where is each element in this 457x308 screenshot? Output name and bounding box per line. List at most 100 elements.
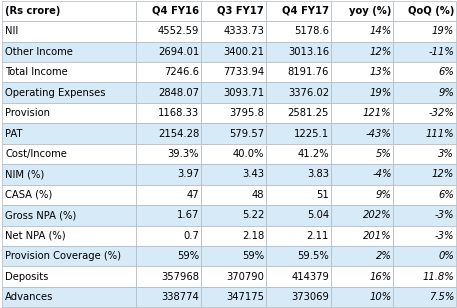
Text: (Rs crore): (Rs crore): [5, 6, 60, 16]
Bar: [266, 246, 331, 266]
Bar: [393, 246, 456, 266]
Bar: [266, 266, 331, 287]
Text: 3400.21: 3400.21: [223, 47, 264, 57]
Text: 2848.07: 2848.07: [158, 88, 199, 98]
Text: 13%: 13%: [369, 67, 392, 77]
Text: 47: 47: [186, 190, 199, 200]
Bar: [136, 103, 201, 123]
Bar: [136, 42, 201, 62]
Text: Total Income: Total Income: [5, 67, 68, 77]
Text: Net NPA (%): Net NPA (%): [5, 231, 66, 241]
Text: Operating Expenses: Operating Expenses: [5, 88, 106, 98]
Text: Gross NPA (%): Gross NPA (%): [5, 210, 76, 220]
Text: 3795.8: 3795.8: [229, 108, 264, 118]
Bar: [331, 164, 393, 185]
Text: 2154.28: 2154.28: [158, 128, 199, 139]
Bar: [331, 1, 393, 21]
Text: 370790: 370790: [226, 272, 264, 282]
Text: PAT: PAT: [5, 128, 22, 139]
Text: 338774: 338774: [161, 292, 199, 302]
Bar: [201, 103, 266, 123]
Text: Provision: Provision: [5, 108, 50, 118]
Text: 121%: 121%: [363, 108, 392, 118]
Bar: [201, 83, 266, 103]
Bar: [2, 123, 136, 144]
Text: 4333.73: 4333.73: [223, 26, 264, 36]
Bar: [136, 1, 201, 21]
Bar: [266, 62, 331, 83]
Bar: [201, 287, 266, 307]
Bar: [201, 42, 266, 62]
Bar: [2, 83, 136, 103]
Bar: [331, 205, 393, 225]
Bar: [2, 144, 136, 164]
Bar: [331, 103, 393, 123]
Text: Q4 FY16: Q4 FY16: [152, 6, 199, 16]
Bar: [2, 42, 136, 62]
Bar: [136, 246, 201, 266]
Bar: [2, 205, 136, 225]
Text: 9%: 9%: [376, 190, 392, 200]
Bar: [136, 205, 201, 225]
Text: QoQ (%): QoQ (%): [408, 6, 454, 16]
Text: 2%: 2%: [376, 251, 392, 261]
Bar: [201, 225, 266, 246]
Text: 19%: 19%: [432, 26, 454, 36]
Bar: [266, 287, 331, 307]
Bar: [136, 225, 201, 246]
Text: 111%: 111%: [425, 128, 454, 139]
Bar: [393, 123, 456, 144]
Text: 0%: 0%: [438, 251, 454, 261]
Text: -3%: -3%: [435, 210, 454, 220]
Bar: [2, 287, 136, 307]
Bar: [393, 144, 456, 164]
Text: -4%: -4%: [372, 169, 392, 180]
Bar: [136, 21, 201, 42]
Text: Q4 FY17: Q4 FY17: [282, 6, 329, 16]
Bar: [393, 62, 456, 83]
Text: Q3 FY17: Q3 FY17: [218, 6, 264, 16]
Text: -32%: -32%: [428, 108, 454, 118]
Text: 3376.02: 3376.02: [288, 88, 329, 98]
Text: 6%: 6%: [438, 190, 454, 200]
Text: -11%: -11%: [428, 47, 454, 57]
Text: 201%: 201%: [363, 231, 392, 241]
Bar: [136, 83, 201, 103]
Bar: [201, 185, 266, 205]
Bar: [266, 205, 331, 225]
Bar: [393, 83, 456, 103]
Bar: [136, 144, 201, 164]
Text: 1.67: 1.67: [177, 210, 199, 220]
Text: 59.5%: 59.5%: [297, 251, 329, 261]
Text: 6%: 6%: [438, 67, 454, 77]
Bar: [2, 103, 136, 123]
Text: -43%: -43%: [366, 128, 392, 139]
Bar: [266, 21, 331, 42]
Bar: [393, 164, 456, 185]
Bar: [331, 62, 393, 83]
Text: NII: NII: [5, 26, 18, 36]
Bar: [136, 123, 201, 144]
Text: 3093.71: 3093.71: [223, 88, 264, 98]
Text: 8191.76: 8191.76: [287, 67, 329, 77]
Bar: [393, 42, 456, 62]
Text: Cost/Income: Cost/Income: [5, 149, 67, 159]
Text: 16%: 16%: [369, 272, 392, 282]
Text: 19%: 19%: [369, 88, 392, 98]
Text: 7.5%: 7.5%: [429, 292, 454, 302]
Text: 3.43: 3.43: [242, 169, 264, 180]
Text: yoy (%): yoy (%): [349, 6, 392, 16]
Text: 202%: 202%: [363, 210, 392, 220]
Text: 2581.25: 2581.25: [287, 108, 329, 118]
Text: 2694.01: 2694.01: [158, 47, 199, 57]
Bar: [201, 205, 266, 225]
Text: 59%: 59%: [177, 251, 199, 261]
Text: 48: 48: [252, 190, 264, 200]
Bar: [331, 287, 393, 307]
Bar: [2, 164, 136, 185]
Text: 2.18: 2.18: [242, 231, 264, 241]
Bar: [136, 266, 201, 287]
Text: 1225.1: 1225.1: [294, 128, 329, 139]
Bar: [331, 246, 393, 266]
Bar: [201, 266, 266, 287]
